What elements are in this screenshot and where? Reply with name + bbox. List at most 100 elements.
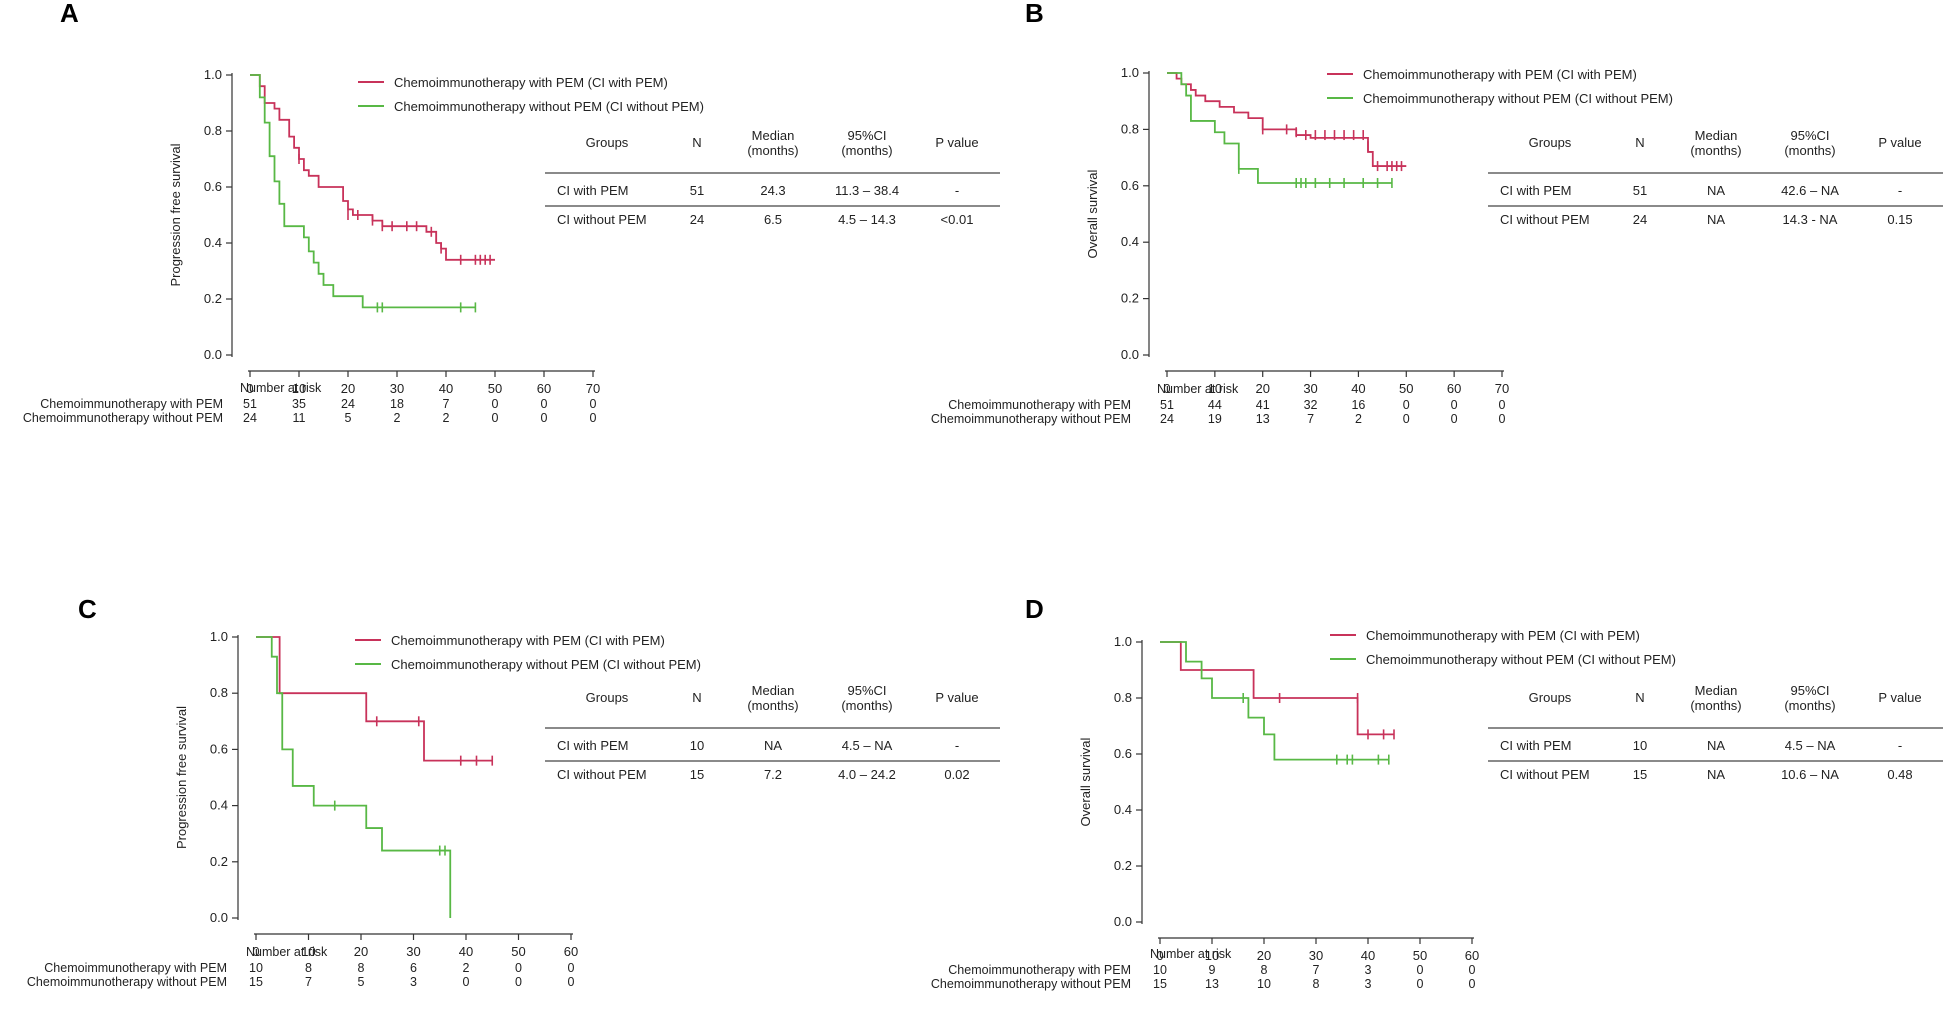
x-tick-label: 10 bbox=[1205, 948, 1219, 963]
risk-value: 0 bbox=[568, 975, 575, 989]
axes: 0.0 0.2 0.4 0.6 0.8 1.0 0 10 20 30 40 50 60 70 bbox=[1121, 65, 1509, 396]
risk-value: 0 bbox=[541, 397, 548, 411]
legend-label: Chemoimmunotherapy with PEM (CI with PEM… bbox=[1363, 67, 1637, 82]
panel-b: B0.00.20.40.60.81.00 10 20 30 40 50 60 70Overal… bbox=[931, 0, 1943, 426]
risk-row-label: Chemoimmunotherapy with PEM bbox=[948, 963, 1131, 977]
x-tick-label: 50 bbox=[1399, 381, 1413, 396]
y-tick-label: 0.2 bbox=[1121, 291, 1139, 306]
risk-value: 11 bbox=[293, 411, 306, 425]
legend: Chemoimmunotherapy with PEM (CI with PEM… bbox=[1327, 67, 1673, 106]
legend: Chemoimmunotherapy with PEM (CI with PEM… bbox=[1330, 628, 1676, 667]
x-tick-label: 10 bbox=[1208, 381, 1222, 396]
table-cell: 24 bbox=[1633, 212, 1647, 227]
risk-table: Number at risk Chemoimmunotherapy with PE… bbox=[23, 381, 597, 425]
x-tick-label: 70 bbox=[586, 381, 600, 396]
y-axis-label: Overall survival bbox=[1085, 169, 1100, 258]
risk-value: 0 bbox=[1451, 398, 1458, 412]
table-cell: NA bbox=[764, 738, 782, 753]
table-header: Groups bbox=[1529, 690, 1572, 705]
table-header-line: Median bbox=[752, 128, 795, 143]
y-axis-label: Overall survival bbox=[1078, 737, 1093, 826]
table-header: 95%CI (months) bbox=[1784, 128, 1835, 158]
y-tick-label: 0.0 bbox=[204, 347, 222, 362]
risk-value: 44 bbox=[1208, 398, 1222, 412]
panel-a: A0.00.20.40.60.81.00 10 20 30 40 50 60 70Progre… bbox=[23, 0, 1000, 425]
table-header-line: (months) bbox=[747, 143, 798, 158]
risk-value: 8 bbox=[1261, 963, 1268, 977]
risk-value: 3 bbox=[1365, 977, 1372, 991]
risk-value: 7 bbox=[305, 975, 312, 989]
risk-value: 8 bbox=[1313, 977, 1320, 991]
x-tick-label: 40 bbox=[439, 381, 453, 396]
y-axis-label: Progression free survival bbox=[168, 143, 183, 286]
x-tick-label: 0 bbox=[1163, 381, 1170, 396]
y-tick-label: 0.4 bbox=[210, 798, 228, 813]
summary-table: Groups N Median (months)95%CI (months)P valu… bbox=[1488, 128, 1943, 227]
risk-value: 35 bbox=[292, 397, 306, 411]
risk-row-label: Chemoimmunotherapy without PEM bbox=[27, 975, 227, 989]
table-group-cell: CI without PEM bbox=[557, 767, 647, 782]
panel-letter: A bbox=[60, 0, 79, 28]
survival-curve bbox=[256, 636, 493, 762]
x-tick-label: 0 bbox=[252, 944, 259, 959]
table-cell: NA bbox=[1707, 183, 1725, 198]
y-tick-label: 1.0 bbox=[210, 629, 228, 644]
x-tick-label: 20 bbox=[1255, 381, 1269, 396]
x-tick-label: 0 bbox=[1156, 948, 1163, 963]
risk-value: 0 bbox=[1499, 398, 1506, 412]
risk-value: 5 bbox=[345, 411, 352, 425]
table-header: Groups bbox=[1529, 135, 1572, 150]
y-axis-label: Progression free survival bbox=[174, 706, 189, 849]
axes: 0.0 0.2 0.4 0.6 0.8 1.0 0 10 20 30 40 50 60 70 bbox=[204, 67, 600, 396]
risk-table: Number at risk Chemoimmunotherapy with PE… bbox=[931, 947, 1476, 991]
y-tick-label: 0.4 bbox=[204, 235, 222, 250]
risk-value: 32 bbox=[1304, 398, 1318, 412]
table-header-line: (months) bbox=[1784, 143, 1835, 158]
table-header: P value bbox=[1878, 135, 1921, 150]
risk-value: 0 bbox=[492, 397, 499, 411]
legend-label: Chemoimmunotherapy without PEM (CI witho… bbox=[1363, 91, 1673, 106]
y-tick-label: 1.0 bbox=[1121, 65, 1139, 80]
table-header-line: Median bbox=[1695, 128, 1738, 143]
table-group-cell: CI without PEM bbox=[1500, 767, 1590, 782]
risk-value: 0 bbox=[463, 975, 470, 989]
table-cell: - bbox=[955, 183, 959, 198]
x-tick-label: 0 bbox=[246, 381, 253, 396]
risk-value: 2 bbox=[394, 411, 401, 425]
table-cell: 7.2 bbox=[764, 767, 782, 782]
table-cell: 4.0 – 24.2 bbox=[838, 767, 896, 782]
panel-d: D0.00.20.40.60.81.00 10 20 30 40 50 60Overall … bbox=[931, 594, 1943, 991]
x-tick-label: 20 bbox=[1257, 948, 1271, 963]
y-tick-label: 0.8 bbox=[1114, 690, 1132, 705]
risk-value: 18 bbox=[390, 397, 404, 411]
y-tick-label: 0.4 bbox=[1114, 802, 1132, 817]
y-tick-label: 0.6 bbox=[1121, 178, 1139, 193]
risk-row-label: Chemoimmunotherapy without PEM bbox=[931, 977, 1131, 991]
risk-value: 7 bbox=[1313, 963, 1320, 977]
table-header: P value bbox=[935, 135, 978, 150]
table-group-cell: CI with PEM bbox=[557, 738, 629, 753]
risk-title: Number at risk bbox=[1157, 382, 1239, 396]
table-cell: 15 bbox=[1633, 767, 1647, 782]
risk-value: 0 bbox=[590, 411, 597, 425]
series-without-pem bbox=[250, 74, 477, 313]
legend-label: Chemoimmunotherapy with PEM (CI with PEM… bbox=[1366, 628, 1640, 643]
risk-value: 0 bbox=[590, 397, 597, 411]
x-tick-label: 40 bbox=[1361, 948, 1375, 963]
legend-label: Chemoimmunotherapy with PEM (CI with PEM… bbox=[394, 75, 668, 90]
table-cell: 42.6 – NA bbox=[1781, 183, 1839, 198]
risk-value: 10 bbox=[249, 961, 263, 975]
risk-value: 0 bbox=[1403, 412, 1410, 426]
series-without-pem bbox=[1160, 641, 1390, 765]
risk-value: 51 bbox=[1160, 398, 1174, 412]
table-header: N bbox=[692, 690, 701, 705]
risk-value: 13 bbox=[1205, 977, 1219, 991]
risk-row-label: Chemoimmunotherapy with PEM bbox=[948, 398, 1131, 412]
risk-value: 51 bbox=[243, 397, 257, 411]
risk-value: 0 bbox=[1403, 398, 1410, 412]
survival-curve bbox=[250, 74, 476, 309]
table-header: Median (months) bbox=[747, 128, 798, 158]
x-tick-label: 50 bbox=[511, 944, 525, 959]
table-cell: 4.5 – NA bbox=[842, 738, 893, 753]
summary-table: Groups N Median (months)95%CI (months)P valu… bbox=[1488, 683, 1943, 782]
